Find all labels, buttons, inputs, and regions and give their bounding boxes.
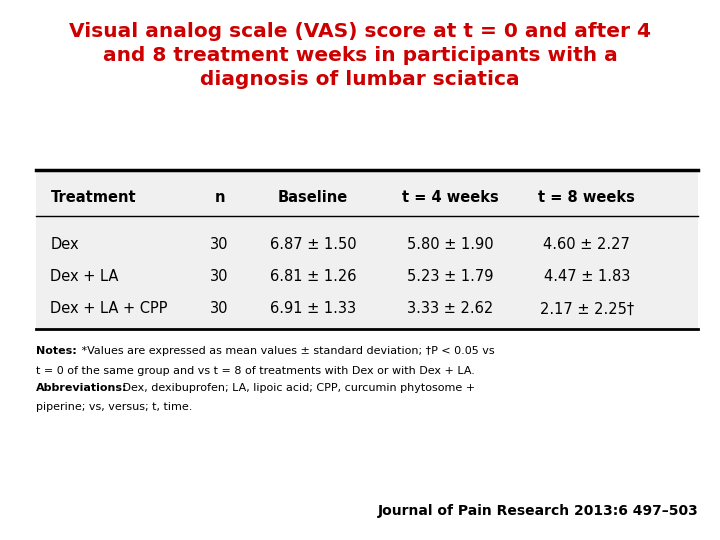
Text: 30: 30	[210, 301, 229, 316]
Text: t = 4 weeks: t = 4 weeks	[402, 190, 498, 205]
Text: 6.81 ± 1.26: 6.81 ± 1.26	[270, 269, 356, 284]
Text: 6.91 ± 1.33: 6.91 ± 1.33	[270, 301, 356, 316]
Text: 5.23 ± 1.79: 5.23 ± 1.79	[407, 269, 493, 284]
Text: *Values are expressed as mean values ± standard deviation; †P < 0.05 vs: *Values are expressed as mean values ± s…	[78, 346, 495, 356]
Text: Dex + LA: Dex + LA	[50, 269, 119, 284]
Text: Dex + LA + CPP: Dex + LA + CPP	[50, 301, 168, 316]
Text: Visual analog scale (VAS) score at t = 0 and after 4
and 8 treatment weeks in pa: Visual analog scale (VAS) score at t = 0…	[69, 22, 651, 89]
Text: 30: 30	[210, 269, 229, 284]
Text: 5.80 ± 1.90: 5.80 ± 1.90	[407, 237, 493, 252]
Text: 4.47 ± 1.83: 4.47 ± 1.83	[544, 269, 630, 284]
Text: n: n	[215, 190, 225, 205]
Text: 6.87 ± 1.50: 6.87 ± 1.50	[270, 237, 356, 252]
Text: t = 8 weeks: t = 8 weeks	[539, 190, 635, 205]
Text: Journal of Pain Research 2013:6 497–503: Journal of Pain Research 2013:6 497–503	[378, 504, 698, 518]
FancyBboxPatch shape	[36, 170, 698, 329]
Text: 4.60 ± 2.27: 4.60 ± 2.27	[544, 237, 630, 252]
Text: 3.33 ± 2.62: 3.33 ± 2.62	[407, 301, 493, 316]
Text: Dex: Dex	[50, 237, 79, 252]
Text: 2.17 ± 2.25†: 2.17 ± 2.25†	[540, 301, 634, 316]
Text: piperine; vs, versus; t, time.: piperine; vs, versus; t, time.	[36, 402, 192, 413]
Text: 30: 30	[210, 237, 229, 252]
Text: Notes:: Notes:	[36, 346, 77, 356]
Text: Baseline: Baseline	[278, 190, 348, 205]
Text: t = 0 of the same group and vs t = 8 of treatments with Dex or with Dex + LA.: t = 0 of the same group and vs t = 8 of …	[36, 366, 475, 376]
Text: Abbreviations:: Abbreviations:	[36, 383, 127, 394]
Text: Treatment: Treatment	[50, 190, 136, 205]
Text: Dex, dexibuprofen; LA, lipoic acid; CPP, curcumin phytosome +: Dex, dexibuprofen; LA, lipoic acid; CPP,…	[119, 383, 475, 394]
